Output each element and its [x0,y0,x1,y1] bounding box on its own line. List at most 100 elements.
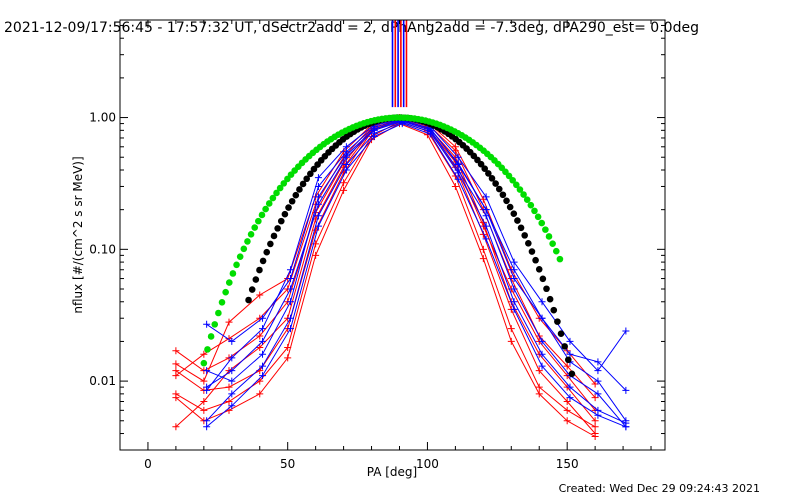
series-point [225,318,233,326]
fit-point [523,196,531,204]
fit-point [528,248,536,255]
fit-point [505,172,513,180]
series-point [510,266,518,274]
series-point [228,402,236,410]
series-point [314,222,322,230]
fit-point [225,279,233,286]
series-point [594,377,602,385]
fit-point [262,205,269,213]
series-point [225,383,233,391]
series-point [454,175,462,183]
series-point [342,151,350,159]
fit-point [516,186,524,193]
series-point [314,212,322,220]
series-point [510,298,518,306]
fit-point [259,257,267,265]
series-point [259,350,267,358]
series-point [482,222,490,230]
fit-point [248,286,256,293]
series-point [286,266,294,274]
series-point [566,350,574,358]
fit-point [514,217,521,224]
series-point [228,390,236,398]
series-point [482,235,490,243]
fit-point [543,285,550,293]
fit-point [267,240,274,248]
series-line [206,121,627,424]
fit-point [520,191,527,198]
fit-point [557,330,565,337]
x-tick-label: 50 [280,457,295,471]
series-point [510,275,518,283]
series-point [172,360,180,368]
fit-point [269,194,277,202]
series-point [426,130,434,138]
fit-point [532,256,539,264]
series-point [314,174,322,182]
series-point [451,143,459,151]
series-point [340,179,348,187]
axis-ticks: 0 50 100 150 0.01 0.10 1.00 [89,20,665,471]
fit-point [545,233,553,240]
series-point [454,161,462,169]
fit-point [513,181,520,189]
fit-point [273,189,280,197]
series-point [256,390,264,398]
fit-point [256,266,263,274]
series-point [286,314,294,322]
fit-point [288,197,296,205]
series-point [594,411,602,419]
series-point [203,367,211,375]
series-point [286,298,294,306]
series-point [312,251,320,259]
series-point [566,337,574,345]
fit-point [292,191,300,199]
series-point [256,332,264,340]
y-tick-label: 0.10 [89,242,116,256]
series-point [228,367,236,375]
y-axis-label: nflux [#/(cm^2 s sr MeV)] [71,156,85,313]
fit-point [561,343,568,350]
fit-point [211,321,219,328]
series-point [286,285,294,293]
fit-point [263,248,271,256]
series-point [172,347,180,355]
fit-point [506,203,514,211]
fit-point [207,333,215,340]
fit-point [549,240,556,247]
fit-point [215,309,222,317]
series-point [342,166,350,174]
fit-point [280,180,288,187]
fit-point [542,226,549,233]
fit-point [535,266,543,273]
fit-point [265,200,273,207]
fit-point [281,210,289,218]
series-point [594,367,602,375]
series-point [510,285,518,293]
series-point [228,354,236,362]
fit-point [503,197,510,205]
fit-point [244,238,251,245]
series-point [482,206,490,214]
series-point [594,358,602,366]
fit-point [517,224,525,232]
fit-point [200,359,208,367]
series-point [479,255,487,263]
series-point [225,398,233,406]
plot-frame [119,19,666,451]
series-point [622,423,630,431]
series-point [591,432,599,440]
series-point [454,153,462,161]
fit-point [534,213,542,221]
fit-point [488,175,496,182]
fit-point [270,232,278,240]
series-point [286,325,294,333]
series-point [594,390,602,398]
x-tick-label: 150 [556,457,579,471]
fit-point [550,306,558,314]
fit-point [525,239,532,247]
fit-point [303,175,310,183]
series-point [591,423,599,431]
fit-point [258,211,266,219]
plot-content [172,20,630,440]
